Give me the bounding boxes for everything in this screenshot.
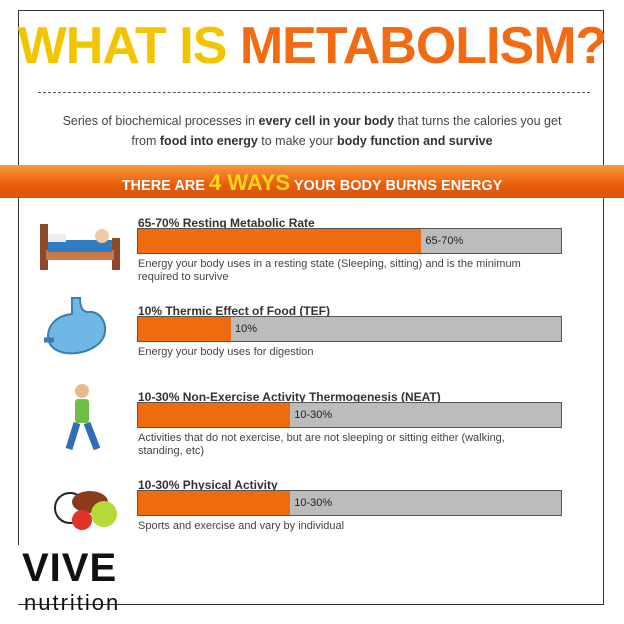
item-description: Sports and exercise and vary by individu… [138,520,345,532]
frame [18,10,19,545]
bar-fill [138,491,291,515]
bar-track: 10% [137,316,562,342]
bar-fill [138,317,232,341]
bar-label: 65-70% [425,235,464,247]
title: WHAT IS METABOLISM? [0,16,624,76]
subtitle-part: every cell in your body [258,114,394,128]
stomach-icon [44,297,107,355]
bed-icon [40,224,120,270]
divider [38,92,590,93]
logo: VIVE [22,546,118,590]
item-description: Energy your body uses in a resting state… [138,258,521,283]
title-part: WHAT IS [17,17,228,75]
bar-fill [138,229,422,253]
bar-fill [138,403,291,427]
banner-highlight: 4 WAYS [208,170,291,195]
item-title: 10-30% Physical Activity [138,478,278,492]
subtitle-part: Series of biochemical processes in [62,114,259,128]
logo-subtitle: nutrition [24,590,121,615]
subtitle: Series of biochemical processes in every… [60,111,564,151]
bar-track: 10-30% [137,490,562,516]
frame [140,604,604,605]
balls-icon [54,491,117,530]
bar-track: 65-70% [137,228,562,254]
subtitle-part: food into energy [159,134,258,148]
banner: THERE ARE 4 WAYS YOUR BODY BURNS ENERGY [0,165,624,198]
subtitle-part: to make your [257,134,338,148]
bar-track: 10-30% [137,402,562,428]
item-description: Energy your body uses for digestion [138,346,314,358]
subtitle-part: body function and survive [337,134,493,148]
bar-label: 10-30% [294,497,333,509]
person-icon [65,384,101,451]
bar-label: 10% [235,323,258,335]
item-title: 10-30% Non-Exercise Activity Thermogenes… [138,390,441,404]
title-part: METABOLISM? [239,17,607,75]
banner-text: THERE ARE [121,178,205,194]
banner-text: YOUR BODY BURNS ENERGY [293,178,503,194]
bar-label: 10-30% [294,409,333,421]
item-title: 10% Thermic Effect of Food (TEF) [138,304,331,318]
item-description: Activities that do not exercise, but are… [138,432,505,457]
item-title: 65-70% Resting Metabolic Rate [138,216,315,230]
subtitle-part: that turns the calories you get from [131,114,562,148]
